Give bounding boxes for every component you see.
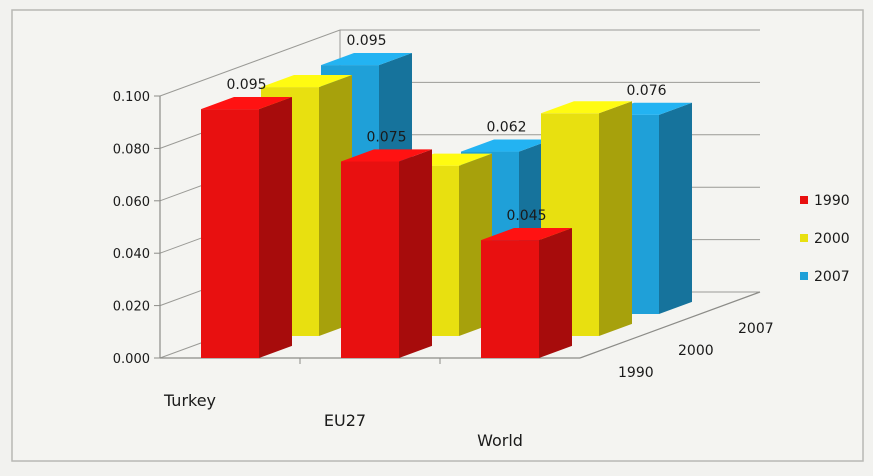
- data-label: 0.062: [486, 119, 526, 135]
- data-label: 0.095: [346, 33, 386, 49]
- bar-side: [599, 101, 632, 336]
- category-label: World: [477, 431, 523, 450]
- y-tick-label: 0.080: [113, 142, 150, 157]
- depth-label: 2007: [738, 321, 774, 337]
- depth-axis-line: [579, 291, 761, 359]
- bar-top: [201, 97, 292, 110]
- legend-item-2007: 2007: [800, 269, 850, 285]
- bar-1990-world: [481, 228, 572, 358]
- bar-side: [539, 228, 572, 358]
- legend-label: 2000: [814, 231, 850, 247]
- y-tick-label: 0.060: [113, 195, 150, 210]
- bar-side: [399, 149, 432, 358]
- bar-top: [321, 53, 412, 66]
- category-label: Turkey: [163, 391, 216, 410]
- y-tick-label: 0.020: [113, 300, 150, 315]
- bar-top: [461, 139, 552, 152]
- depth-label: 1990: [618, 365, 654, 381]
- y-tick-label: 0.040: [113, 247, 150, 262]
- data-labels: 0.095 0.062 0.076 0.095 0.075 0.045: [226, 33, 666, 224]
- bar-1990-turkey: [201, 97, 292, 358]
- depth-labels: 1990 2000 2007: [618, 321, 774, 381]
- legend-label: 1990: [814, 193, 850, 209]
- depth-label: 2000: [678, 343, 714, 359]
- bar-top: [481, 228, 572, 241]
- bar-side: [259, 97, 292, 358]
- legend: 1990 2000 2007: [800, 193, 850, 285]
- data-label: 0.075: [366, 129, 406, 145]
- bars: [201, 53, 692, 358]
- data-label: 0.076: [626, 83, 666, 99]
- y-tick-label: 0.100: [113, 90, 150, 105]
- bar-front: [341, 161, 399, 358]
- data-label: 0.095: [226, 77, 266, 93]
- y-axis-ticks: 0.000 0.020 0.040 0.060 0.080 0.100: [113, 90, 160, 367]
- bar-side: [659, 102, 692, 314]
- bar-top: [261, 75, 352, 88]
- bar-front: [481, 240, 539, 358]
- category-label: EU27: [324, 411, 366, 430]
- legend-item-2000: 2000: [800, 231, 850, 247]
- bar-top: [341, 149, 432, 162]
- bar-front: [201, 109, 259, 358]
- category-labels: Turkey EU27 World: [163, 358, 523, 450]
- legend-swatch: [800, 234, 808, 242]
- legend-label: 2007: [814, 269, 850, 285]
- bar-1990-eu27: [341, 149, 432, 358]
- y-tick-label: 0.000: [113, 352, 150, 367]
- legend-swatch: [800, 196, 808, 204]
- legend-swatch: [800, 272, 808, 280]
- bar-top: [541, 101, 632, 114]
- legend-item-1990: 1990: [800, 193, 850, 209]
- data-label: 0.045: [506, 208, 546, 224]
